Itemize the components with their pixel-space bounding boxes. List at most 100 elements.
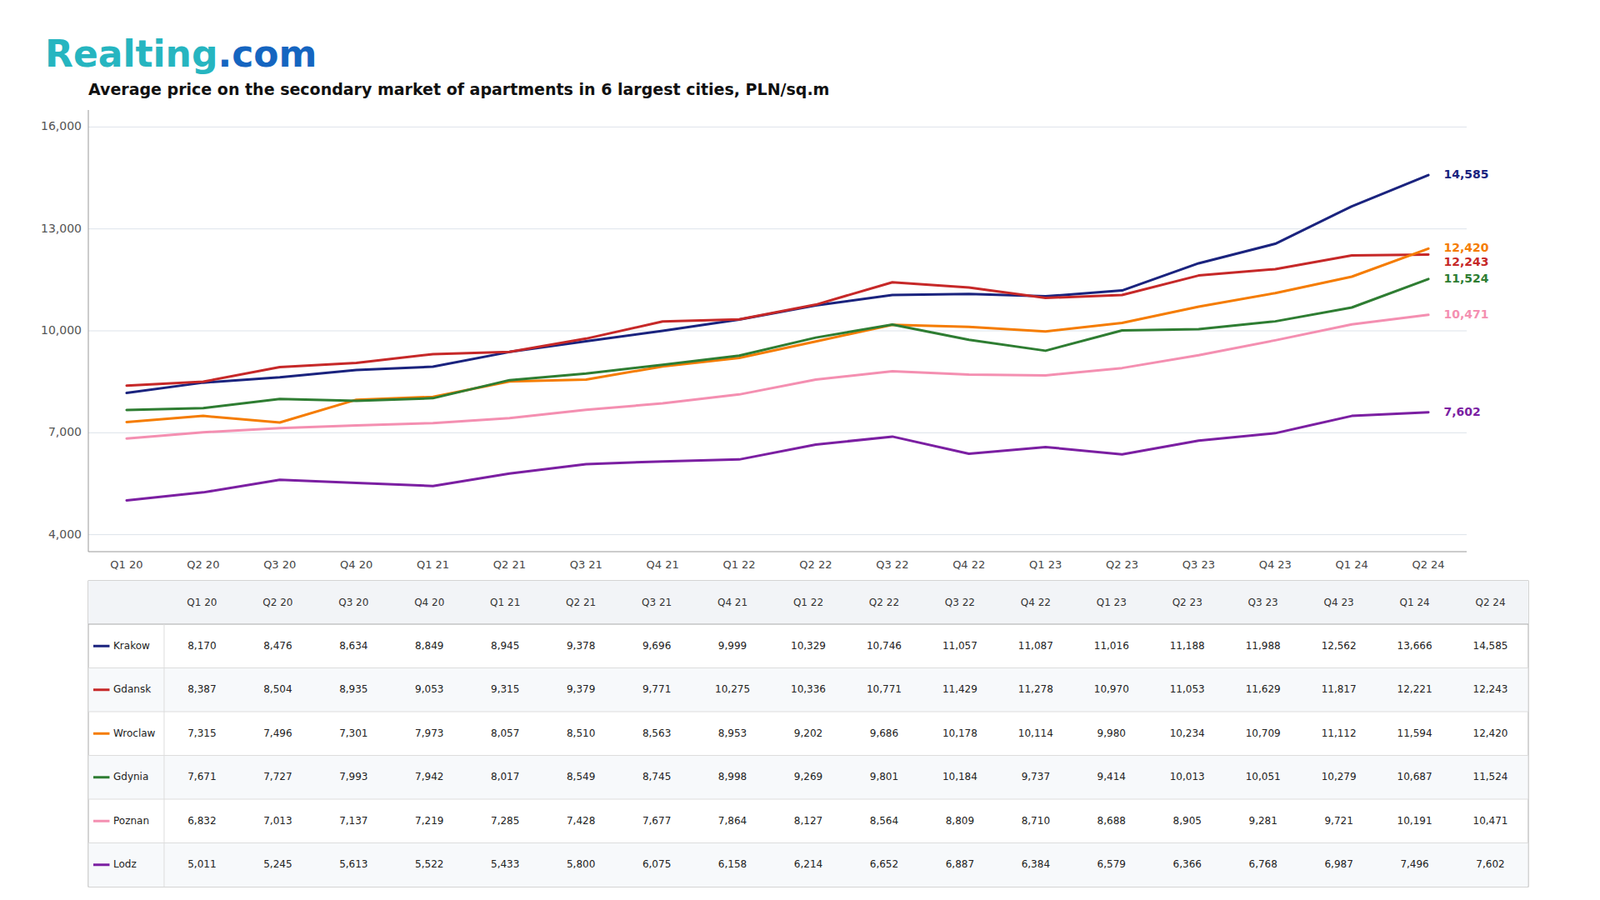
x-tick-label: Q3 20: [263, 558, 296, 571]
table-cell: 9,737: [1021, 770, 1050, 783]
table-cell: 8,809: [945, 815, 975, 827]
table-cell: 8,504: [263, 683, 292, 695]
x-tick-label: Q2 22: [799, 558, 832, 571]
table-cell: 10,178: [942, 727, 978, 740]
table-row-name: Gdansk: [113, 683, 151, 695]
table-cell: 9,281: [1249, 815, 1278, 827]
x-tick-label: Q3 23: [1182, 558, 1215, 571]
table-header: Q4 22: [1020, 596, 1051, 609]
table-cell: 8,905: [1173, 815, 1202, 827]
lines: [126, 175, 1429, 500]
table-cell: 5,800: [566, 858, 595, 870]
table-header: Q1 24: [1399, 596, 1430, 609]
x-tick-label: Q3 21: [570, 558, 603, 571]
table-cell: 12,243: [1473, 683, 1509, 695]
title: Average price on the secondary market of…: [88, 80, 830, 99]
table-cell: 8,017: [490, 770, 520, 783]
table-rule: [163, 624, 165, 887]
table-header: Q2 23: [1172, 596, 1203, 609]
y-tick-label: 13,000: [40, 221, 82, 235]
table-cell: 6,768: [1249, 858, 1278, 870]
table-row-bg: [89, 843, 1529, 888]
table-cell: 10,471: [1473, 815, 1509, 827]
table-cell: 10,746: [866, 640, 902, 652]
table-cell: 8,998: [718, 770, 747, 783]
table-header: Q2 20: [262, 596, 293, 609]
table-cell: 5,011: [187, 858, 216, 870]
table-cell: 8,688: [1097, 815, 1126, 827]
table-cell: 7,602: [1475, 858, 1505, 870]
table-cell: 7,285: [490, 815, 520, 827]
table-swatch: [93, 645, 110, 648]
table-cell: 5,522: [415, 858, 444, 870]
table-cell: 9,721: [1324, 815, 1353, 827]
table-cell: 9,414: [1097, 770, 1126, 783]
table-cell: 11,594: [1397, 727, 1433, 740]
series-line: [126, 255, 1429, 386]
table-rule: [88, 667, 1529, 669]
table-header: Q2 22: [869, 596, 900, 609]
table-cell: 7,864: [718, 815, 747, 827]
grid-line: [88, 126, 1467, 128]
table-cell: 7,496: [263, 727, 292, 740]
table-rule: [88, 799, 1529, 800]
table-cell: 6,075: [642, 858, 671, 870]
table-cell: 7,137: [339, 815, 368, 827]
table-cell: 8,510: [566, 727, 595, 740]
table-cell: 11,629: [1245, 683, 1281, 695]
table-swatch: [93, 732, 110, 735]
logo: Realting.com: [45, 32, 317, 75]
table-frame: [88, 580, 1529, 887]
table-swatch: [93, 820, 110, 823]
table-cell: 8,634: [339, 640, 368, 652]
grid-line: [88, 228, 1467, 230]
y-tick-label: 7,000: [48, 425, 82, 439]
table-cell: 7,671: [187, 770, 216, 783]
table-row-name: Gdynia: [113, 770, 149, 783]
table-cell: 7,942: [415, 770, 444, 783]
data-table: Q1 20Q2 20Q3 20Q4 20Q1 21Q2 21Q3 21Q4 21…: [88, 580, 1529, 887]
series-line: [126, 248, 1429, 423]
x-tick-label: Q1 23: [1029, 558, 1062, 571]
logo-part: Realting: [45, 32, 218, 75]
table-cell: 7,219: [415, 815, 444, 827]
table-cell: 8,849: [415, 640, 444, 652]
table-cell: 5,245: [263, 858, 292, 870]
table-cell: 10,234: [1170, 727, 1205, 740]
table-rule: [88, 624, 1529, 625]
table-rule: [88, 842, 1529, 844]
table-cell: 9,378: [566, 640, 595, 652]
table-header: Q3 20: [338, 596, 369, 609]
series-line: [126, 315, 1429, 439]
table-cell: 6,214: [794, 858, 823, 870]
table-cell: 13,666: [1397, 640, 1433, 652]
table-cell: 9,202: [794, 727, 823, 740]
table-cell: 8,710: [1021, 815, 1050, 827]
table-cell: 8,549: [566, 770, 595, 783]
series-line: [126, 279, 1429, 410]
table-cell: 7,496: [1400, 858, 1429, 870]
y-tick-label: 10,000: [40, 323, 82, 337]
table-header: Q4 20: [414, 596, 445, 609]
table-cell: 12,420: [1473, 727, 1509, 740]
table-cell: 9,999: [718, 640, 747, 652]
table-cell: 11,087: [1018, 640, 1054, 652]
table-cell: 7,973: [415, 727, 444, 740]
table-cell: 6,158: [718, 858, 747, 870]
table-cell: 8,057: [490, 727, 520, 740]
table-cell: 11,988: [1245, 640, 1281, 652]
table-cell: 8,745: [642, 770, 671, 783]
grid-line: [88, 534, 1467, 535]
table-cell: 11,429: [942, 683, 978, 695]
end-label: 11,524: [1443, 271, 1489, 285]
end-label: 10,471: [1443, 307, 1489, 321]
table-cell: 6,366: [1173, 858, 1202, 870]
table-cell: 7,428: [566, 815, 595, 827]
x-tick-label: Q1 21: [416, 558, 450, 571]
table-row-name: Lodz: [113, 858, 137, 870]
table-cell: 9,801: [870, 770, 899, 783]
table-cell: 6,384: [1021, 858, 1050, 870]
table-header: Q4 23: [1324, 596, 1355, 609]
grid-line: [88, 432, 1467, 434]
table-cell: 10,329: [790, 640, 826, 652]
